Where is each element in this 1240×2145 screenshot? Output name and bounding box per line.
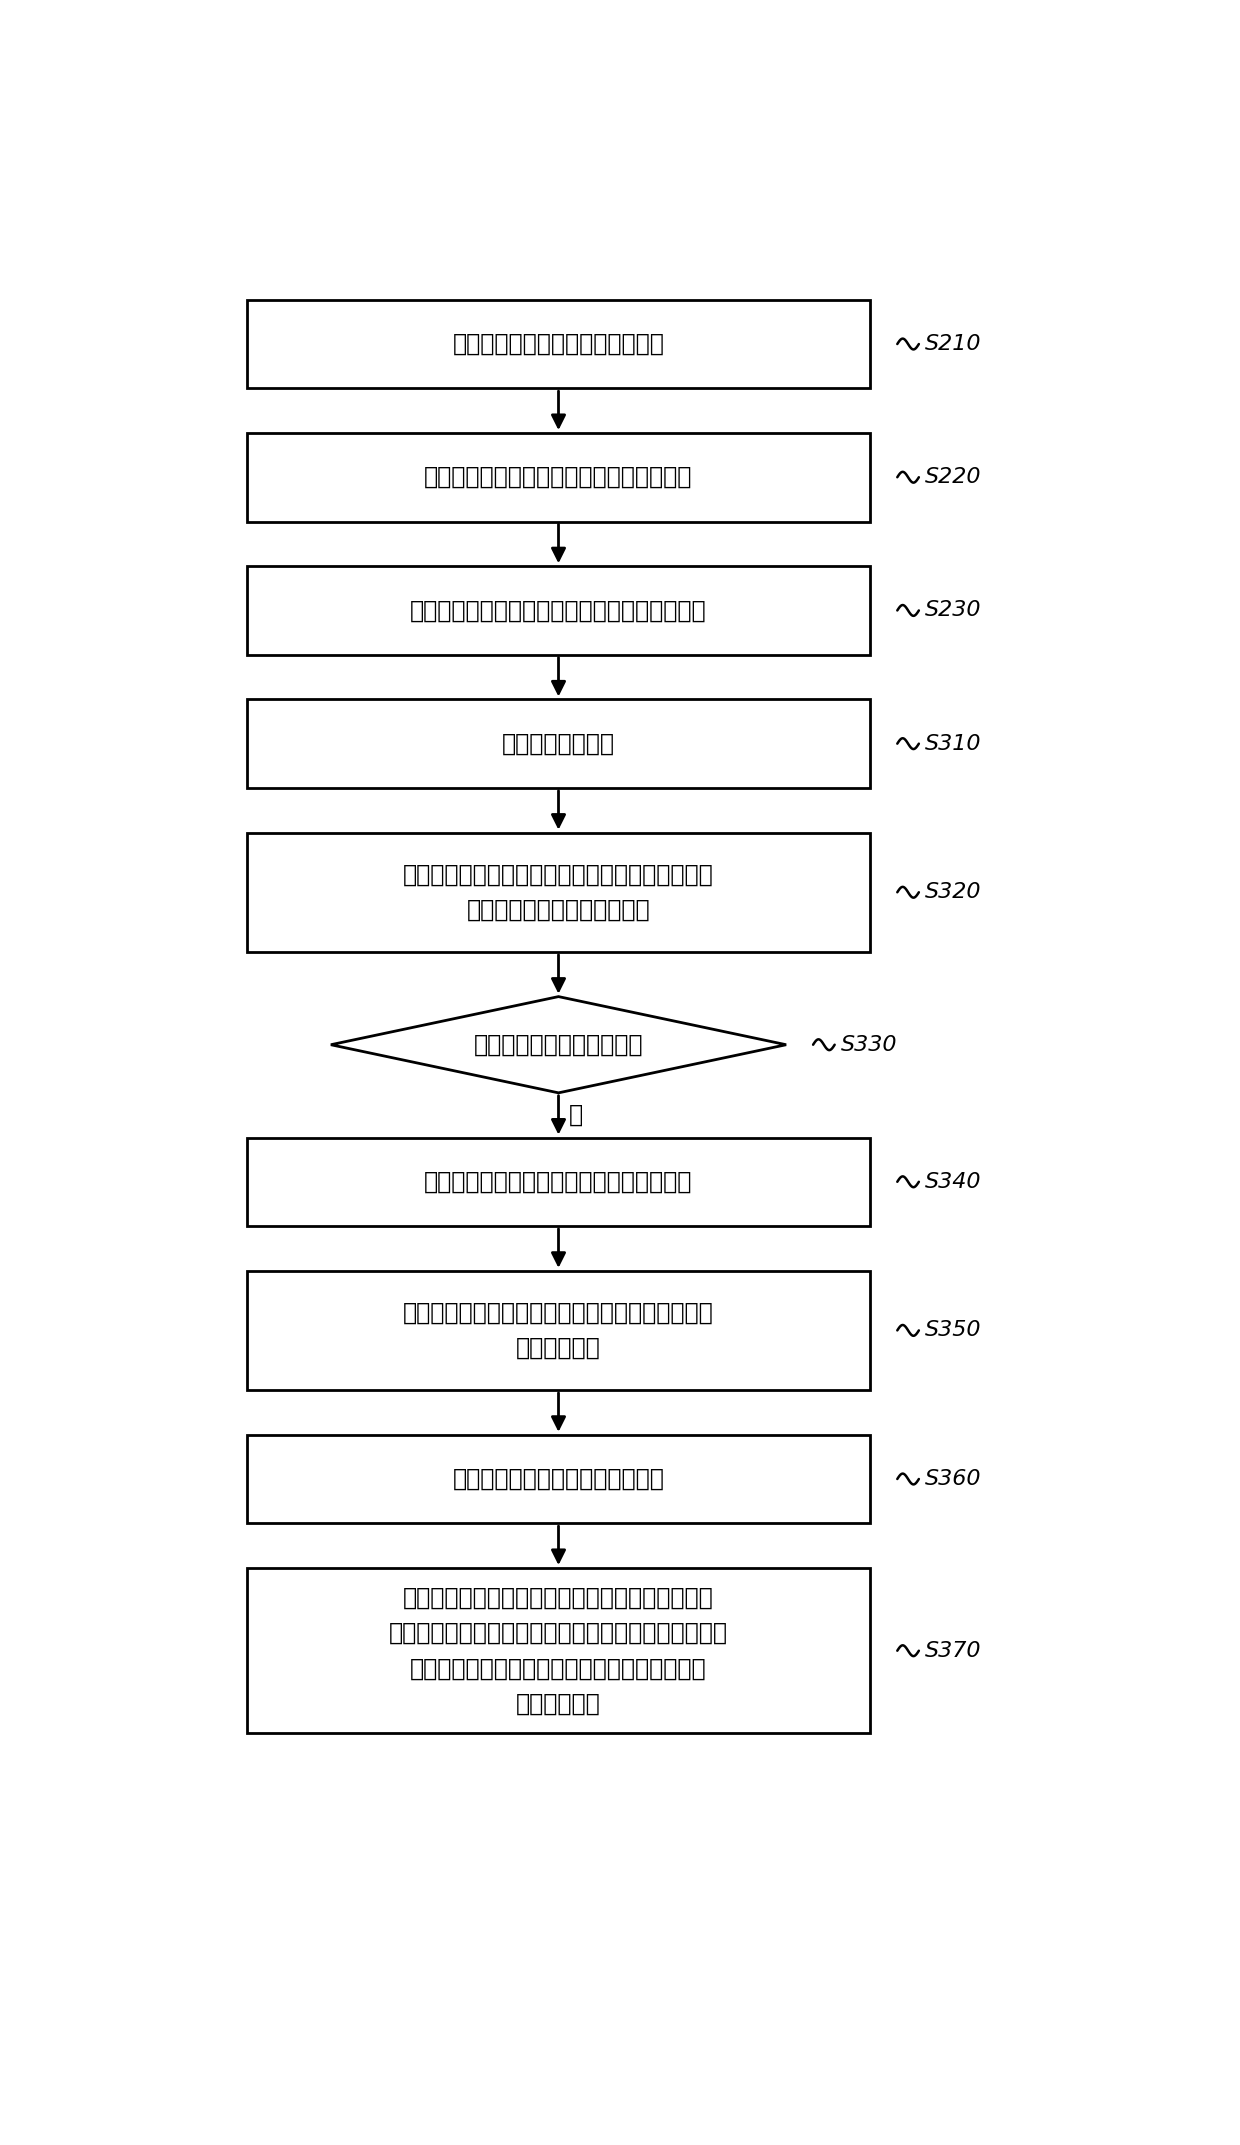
Text: 控制所述终端设备扫描校时二维码: 控制所述终端设备扫描校时二维码 (453, 332, 665, 356)
Text: S320: S320 (925, 882, 982, 903)
Text: 接收校时结束指令: 接收校时结束指令 (502, 731, 615, 755)
Bar (247, 1568, 870, 1733)
Text: S340: S340 (925, 1171, 982, 1193)
Text: S210: S210 (925, 335, 982, 354)
Text: 判断是否扫描到门禁二维码: 判断是否扫描到门禁二维码 (474, 1032, 644, 1057)
Bar (247, 1270, 870, 1390)
Text: S350: S350 (925, 1321, 982, 1341)
Text: 获取所述门禁二维码的有效时间和用户信息: 获取所述门禁二维码的有效时间和用户信息 (424, 1169, 693, 1195)
Text: 根据所述校时结束指令将所述终端设备从所述校时
扫描模式切换为门禁扫描模式: 根据所述校时结束指令将所述终端设备从所述校时 扫描模式切换为门禁扫描模式 (403, 862, 714, 922)
Bar (247, 566, 870, 654)
Text: S330: S330 (841, 1034, 898, 1055)
Text: S370: S370 (925, 1641, 982, 1660)
Polygon shape (331, 997, 786, 1092)
Text: 获取所述校时二维码内用于校正的时间数据: 获取所述校时二维码内用于校正的时间数据 (424, 465, 693, 489)
Text: 是: 是 (569, 1103, 583, 1126)
Bar (247, 1435, 870, 1523)
Text: 比对所述用户信息与预设用户信息: 比对所述用户信息与预设用户信息 (453, 1467, 665, 1491)
Bar (247, 433, 870, 521)
Text: S230: S230 (925, 601, 982, 620)
Text: S310: S310 (925, 734, 982, 753)
Text: 根据所述时间数据校正所述终端设备的当前时间: 根据所述时间数据校正所述终端设备的当前时间 (410, 598, 707, 622)
Bar (247, 832, 870, 952)
Bar (247, 699, 870, 787)
Text: S360: S360 (925, 1469, 982, 1489)
Bar (247, 300, 870, 388)
Text: S220: S220 (925, 468, 982, 487)
Text: 比对所述门禁二维码的有效时间与所述二维码门禁
机的当前时间: 比对所述门禁二维码的有效时间与所述二维码门禁 机的当前时间 (403, 1300, 714, 1360)
Text: 在所述二维码门禁机的当前时间位于所述门禁二维
码的有效时间内，且所述用户信息与预设用户信息匹配
成功时，控制所述二维码门禁机对应的大门开启
以供用户通行: 在所述二维码门禁机的当前时间位于所述门禁二维 码的有效时间内，且所述用户信息与预… (389, 1585, 728, 1716)
Bar (247, 1137, 870, 1227)
